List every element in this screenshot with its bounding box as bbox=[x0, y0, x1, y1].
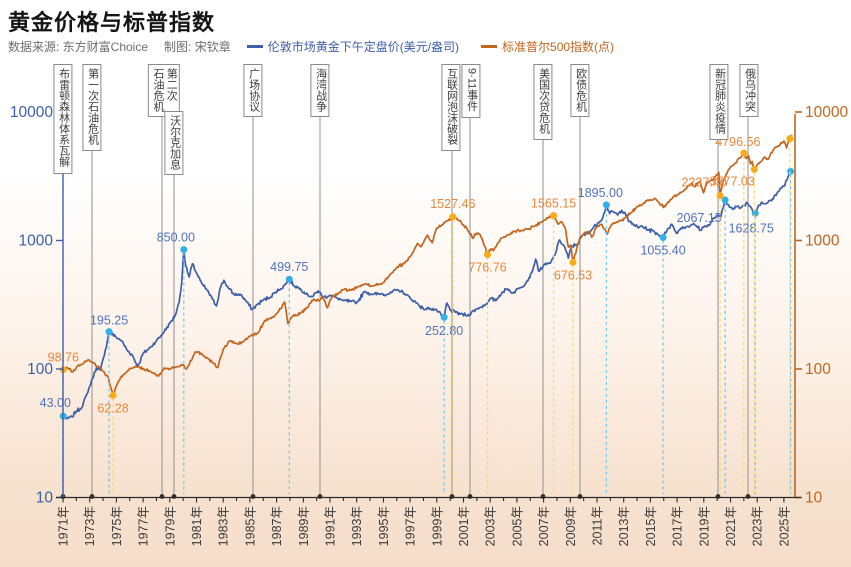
x-tick-label: 1983年 bbox=[217, 506, 231, 546]
marker-label: 676.53 bbox=[554, 268, 592, 282]
marker-label: 1527.46 bbox=[430, 197, 475, 211]
marker-label: 2067.15 bbox=[677, 211, 722, 225]
x-tick-label: 2013年 bbox=[617, 506, 631, 546]
x-tick-label: 2021年 bbox=[724, 506, 738, 546]
x-tick-label: 1997年 bbox=[404, 506, 418, 546]
y-right-tick-label: 100 bbox=[805, 361, 831, 378]
x-tick-label: 1981年 bbox=[190, 506, 204, 546]
x-tick-label: 2003年 bbox=[484, 506, 498, 546]
x-tick-label: 1975年 bbox=[110, 506, 124, 546]
marker-label: 252.80 bbox=[425, 324, 463, 338]
event-lines bbox=[60, 115, 751, 499]
y-left-tick-label: 10 bbox=[36, 490, 54, 507]
y-left-tick-label: 10000 bbox=[10, 104, 53, 121]
marker-dot bbox=[449, 213, 457, 221]
source-note: 数据来源: 东方财富Choice bbox=[8, 40, 149, 54]
y-right-tick-label: 10000 bbox=[805, 104, 848, 121]
y-right-tick-label: 1000 bbox=[805, 233, 840, 250]
x-tick-label: 2001年 bbox=[457, 506, 471, 546]
marker-dot bbox=[721, 196, 729, 204]
marker-label: 1565.15 bbox=[531, 196, 576, 210]
marker-dot bbox=[751, 209, 759, 217]
marker-label: 1055.40 bbox=[640, 243, 685, 257]
marker-dot bbox=[659, 233, 667, 241]
subtitle-row: 数据来源: 东方财富Choice 制图: 宋钦章 伦敦市场黄金下午定盘价(美元/… bbox=[8, 38, 636, 55]
marker-label: 4796.56 bbox=[715, 135, 760, 149]
marker-label: 2237.40 bbox=[681, 176, 726, 190]
marker-dot bbox=[569, 258, 577, 266]
series-lines bbox=[62, 134, 793, 420]
y-right-tick-label: 10 bbox=[805, 490, 823, 507]
y-left-tick-label: 100 bbox=[27, 361, 53, 378]
x-tick-label: 2009年 bbox=[564, 506, 578, 546]
x-tick-label: 1973年 bbox=[83, 506, 97, 546]
legend-item-sp500: 标准普尔500指数(点) bbox=[481, 38, 614, 55]
x-tick-label: 1971年 bbox=[57, 506, 71, 546]
page-title: 黄金价格与标普指数 bbox=[8, 10, 216, 35]
data-markers: 43.00 195.25 850.00 499.75 252.80 1895.00 1055… bbox=[40, 135, 795, 494]
x-tick-label: 2025年 bbox=[777, 506, 791, 546]
gold-line-swatch bbox=[246, 45, 263, 48]
marker-dot bbox=[786, 135, 794, 143]
marker-dot bbox=[105, 328, 113, 336]
marker-label: 499.75 bbox=[270, 260, 308, 274]
x-tick-label: 2015年 bbox=[644, 506, 658, 546]
x-tick-label: 1979年 bbox=[163, 506, 177, 546]
marker-label: 850.00 bbox=[157, 231, 195, 245]
sp500-line-swatch bbox=[481, 45, 498, 48]
marker-label: 195.25 bbox=[90, 314, 128, 328]
x-tick-label: 1993年 bbox=[350, 506, 364, 546]
x-tick-label: 2019年 bbox=[697, 506, 711, 546]
marker-dot bbox=[716, 192, 724, 200]
y-left-tick-label: 1000 bbox=[19, 233, 54, 250]
series-gold bbox=[62, 169, 793, 420]
marker-dot bbox=[787, 167, 795, 175]
x-tick-label: 1985年 bbox=[243, 506, 257, 546]
marker-label: 3577.03 bbox=[710, 174, 755, 188]
marker-dot bbox=[602, 201, 610, 209]
x-tick-label: 1999年 bbox=[430, 506, 444, 546]
legend-label-sp500: 标准普尔500指数(点) bbox=[502, 40, 615, 54]
x-tick-label: 1989年 bbox=[297, 506, 311, 546]
x-tick-label: 2011年 bbox=[591, 506, 605, 545]
x-tick-label: 1977年 bbox=[137, 506, 151, 546]
marker-dot bbox=[750, 165, 758, 173]
legend-item-gold: 伦敦市场黄金下午定盘价(美元/盎司) bbox=[246, 38, 460, 55]
x-tick-label: 2005年 bbox=[510, 506, 524, 546]
x-tick-label: 2017年 bbox=[671, 506, 685, 546]
marker-dot bbox=[285, 275, 293, 283]
axes: 10 10 100 100 1000 1000 10000 10000 1971年 1973年 19… bbox=[10, 104, 849, 546]
marker-dot bbox=[484, 251, 492, 259]
marker-label: 1628.75 bbox=[729, 221, 774, 235]
x-tick-label: 1991年 bbox=[324, 506, 338, 546]
legend-label-gold: 伦敦市场黄金下午定盘价(美元/盎司) bbox=[267, 40, 460, 54]
x-tick-label: 2023年 bbox=[751, 506, 765, 546]
marker-label: 62.28 bbox=[97, 401, 128, 415]
series-sp500 bbox=[62, 134, 793, 397]
marker-dot bbox=[440, 313, 448, 321]
x-tick-label: 2007年 bbox=[537, 506, 551, 546]
marker-dot bbox=[109, 391, 117, 399]
marker-label: 1895.00 bbox=[578, 186, 623, 200]
credit-note: 制图: 宋钦章 bbox=[164, 40, 231, 54]
marker-label: 776.76 bbox=[468, 261, 506, 275]
x-tick-label: 1987年 bbox=[270, 506, 284, 546]
marker-dot bbox=[180, 246, 188, 254]
marker-dot bbox=[550, 211, 558, 219]
marker-label: 43.00 bbox=[40, 396, 71, 410]
x-tick-label: 1995年 bbox=[377, 506, 391, 546]
marker-dot bbox=[740, 149, 748, 157]
